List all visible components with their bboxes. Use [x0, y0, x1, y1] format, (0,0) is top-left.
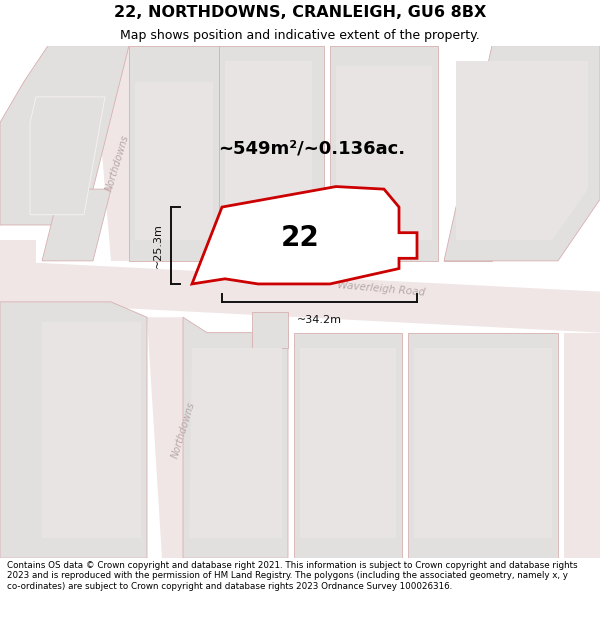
Polygon shape: [93, 46, 147, 261]
Polygon shape: [456, 61, 588, 241]
Polygon shape: [129, 46, 219, 261]
Polygon shape: [189, 348, 282, 538]
Polygon shape: [444, 46, 534, 261]
Text: ~34.2m: ~34.2m: [297, 315, 342, 325]
Polygon shape: [330, 46, 438, 261]
Polygon shape: [135, 81, 213, 241]
Polygon shape: [294, 332, 402, 558]
Polygon shape: [249, 199, 333, 253]
Text: Northdowns: Northdowns: [170, 401, 196, 459]
Polygon shape: [0, 241, 36, 558]
Text: Waverleigh Road: Waverleigh Road: [337, 280, 425, 298]
Polygon shape: [0, 46, 129, 225]
Text: Northdowns: Northdowns: [104, 134, 131, 193]
Polygon shape: [30, 97, 105, 215]
Polygon shape: [192, 186, 417, 284]
Text: 22, NORTHDOWNS, CRANLEIGH, GU6 8BX: 22, NORTHDOWNS, CRANLEIGH, GU6 8BX: [114, 5, 486, 20]
Polygon shape: [294, 199, 324, 261]
Polygon shape: [0, 81, 93, 225]
Text: Map shows position and indicative extent of the property.: Map shows position and indicative extent…: [120, 29, 480, 42]
Text: ~25.3m: ~25.3m: [153, 223, 163, 268]
Polygon shape: [225, 61, 312, 241]
Polygon shape: [300, 348, 396, 538]
Polygon shape: [252, 312, 288, 348]
Polygon shape: [492, 46, 600, 199]
Polygon shape: [336, 66, 432, 241]
Polygon shape: [408, 332, 558, 558]
Polygon shape: [183, 318, 288, 558]
Polygon shape: [564, 332, 600, 558]
Polygon shape: [147, 318, 207, 558]
Polygon shape: [42, 189, 111, 261]
Text: ~549m²/~0.136ac.: ~549m²/~0.136ac.: [218, 139, 406, 157]
Text: Contains OS data © Crown copyright and database right 2021. This information is : Contains OS data © Crown copyright and d…: [7, 561, 578, 591]
Text: 22: 22: [281, 224, 319, 252]
Polygon shape: [414, 348, 552, 538]
Polygon shape: [0, 261, 600, 332]
Polygon shape: [0, 302, 147, 558]
Polygon shape: [42, 322, 141, 538]
Polygon shape: [219, 46, 324, 261]
Polygon shape: [444, 46, 600, 261]
